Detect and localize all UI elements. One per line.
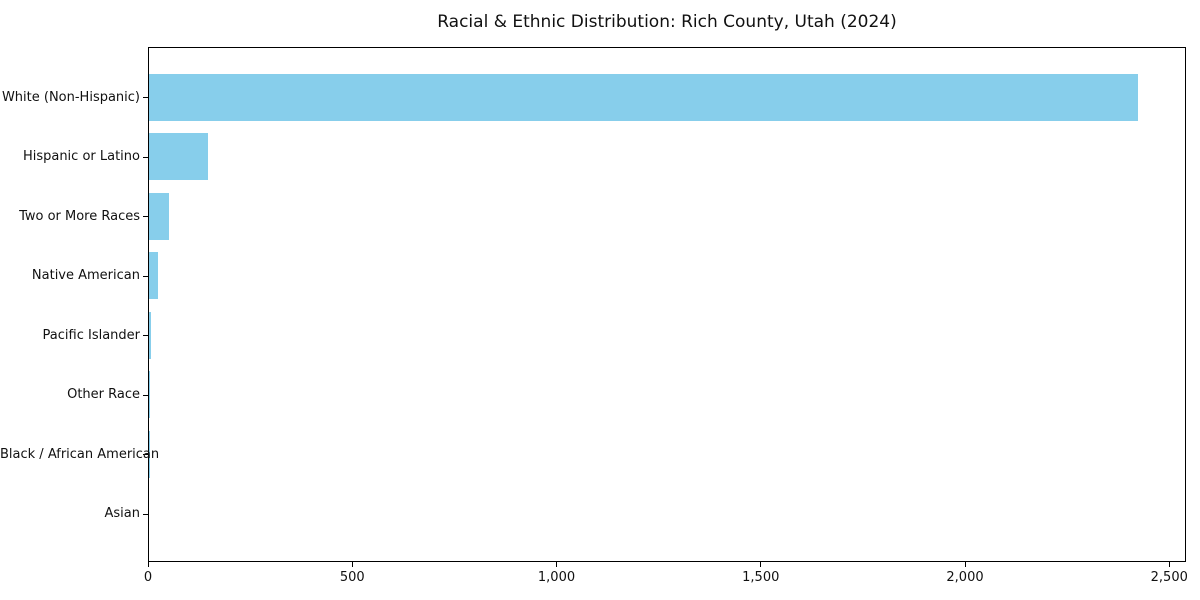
x-tick-label: 1,500 [742,570,780,585]
bar [149,311,152,359]
y-axis-tick [143,335,148,337]
bar [149,371,150,419]
y-axis-tick [143,216,148,218]
bar [149,73,1138,121]
y-axis-tick [143,454,148,456]
category-label: Other Race [67,387,140,403]
y-axis-tick [143,275,148,277]
x-tick-label: 2,000 [946,570,984,585]
x-axis-tick [1168,562,1170,567]
category-label: White (Non-Hispanic) [1,89,140,105]
x-tick-label: 500 [339,570,365,585]
category-label: Asian [104,506,140,522]
plot-area [148,47,1186,562]
x-axis-tick [964,562,966,567]
x-tick-label: 2,500 [1150,570,1188,585]
y-axis-tick [143,394,148,396]
x-axis-tick [147,562,149,567]
y-axis-tick [143,513,148,515]
x-tick-label: 0 [143,570,153,585]
chart-title: Racial & Ethnic Distribution: Rich Count… [437,12,897,32]
bar [149,133,209,181]
x-tick-label: 1,000 [537,570,576,585]
x-axis-tick [760,562,762,567]
bar [149,252,159,300]
x-axis-tick [351,562,353,567]
category-label: Black / African American [0,446,160,462]
category-label: Two or More Races [19,208,140,224]
x-axis-tick [556,562,557,567]
category-label: Native American [31,268,140,284]
category-label: Pacific Islander [42,327,140,343]
category-label: Hispanic or Latino [22,149,140,165]
y-axis-tick [143,156,148,158]
bar [149,192,170,240]
y-axis-tick [143,97,148,98]
